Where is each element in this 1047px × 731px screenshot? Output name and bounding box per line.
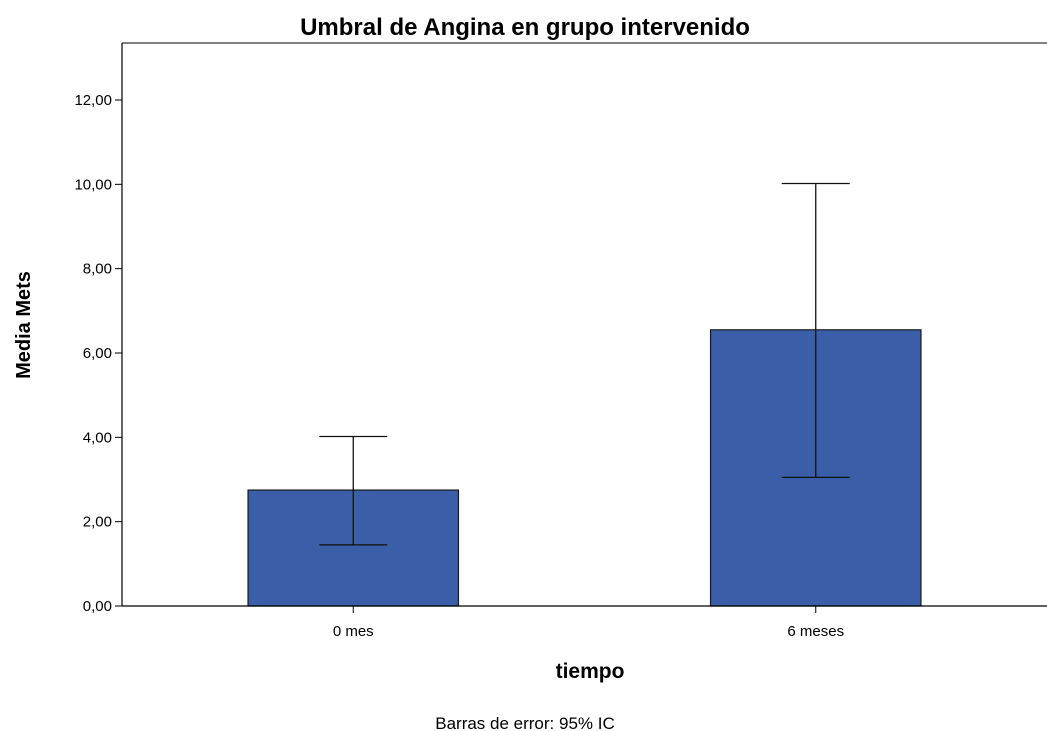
- y-tick-label: 8,00: [83, 261, 112, 278]
- plot-area: 0,00 2,00 4,00 6,00 8,00 10,00 12,00 0 mes 6 mes…: [74, 92, 922, 640]
- y-tick-label: 12,00: [74, 92, 112, 109]
- y-axis-label: Media Mets: [13, 271, 35, 379]
- y-tick-label: 4,00: [83, 429, 112, 446]
- x-tick-label: 0 mes: [333, 623, 374, 640]
- chart-title: Umbral de Angina en grupo intervenido: [300, 14, 750, 41]
- error-bar-footnote: Barras de error: 95% IC: [435, 714, 615, 731]
- x-axis-label: tiempo: [556, 660, 625, 683]
- x-tick-label: 6 meses: [787, 623, 844, 640]
- y-tick-label: 6,00: [83, 345, 112, 362]
- y-tick-label: 0,00: [83, 598, 112, 615]
- y-tick-label: 2,00: [83, 514, 112, 531]
- y-tick-label: 10,00: [74, 176, 112, 193]
